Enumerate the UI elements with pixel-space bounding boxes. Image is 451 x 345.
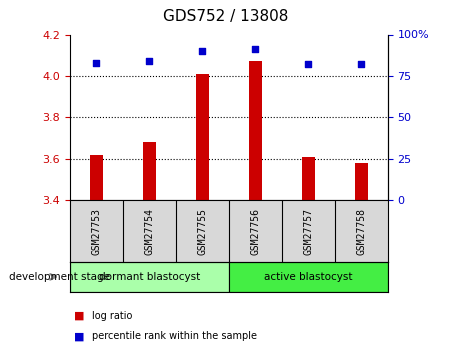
Text: ■: ■ <box>74 311 85 321</box>
Bar <box>70 262 229 292</box>
Point <box>199 48 206 54</box>
Text: GSM27753: GSM27753 <box>92 208 101 255</box>
Point <box>146 58 153 64</box>
Text: GSM27757: GSM27757 <box>304 208 313 255</box>
Bar <box>143 142 156 200</box>
Bar <box>302 157 315 200</box>
Bar <box>90 155 103 200</box>
Text: active blastocyst: active blastocyst <box>264 272 353 282</box>
Point <box>305 61 312 67</box>
Text: development stage: development stage <box>9 272 110 282</box>
Bar <box>196 74 209 200</box>
Point <box>358 61 365 67</box>
Point <box>252 47 259 52</box>
Text: GSM27754: GSM27754 <box>144 208 154 255</box>
Text: log ratio: log ratio <box>92 311 133 321</box>
Text: GDS752 / 13808: GDS752 / 13808 <box>163 9 288 24</box>
Bar <box>249 61 262 200</box>
Point <box>93 60 100 66</box>
Text: GSM27755: GSM27755 <box>198 208 207 255</box>
Text: ■: ■ <box>74 332 85 341</box>
Text: GSM27756: GSM27756 <box>250 208 260 255</box>
Text: percentile rank within the sample: percentile rank within the sample <box>92 332 258 341</box>
Bar <box>355 163 368 200</box>
Text: dormant blastocyst: dormant blastocyst <box>99 272 200 282</box>
Text: GSM27758: GSM27758 <box>356 208 366 255</box>
Bar <box>229 262 388 292</box>
